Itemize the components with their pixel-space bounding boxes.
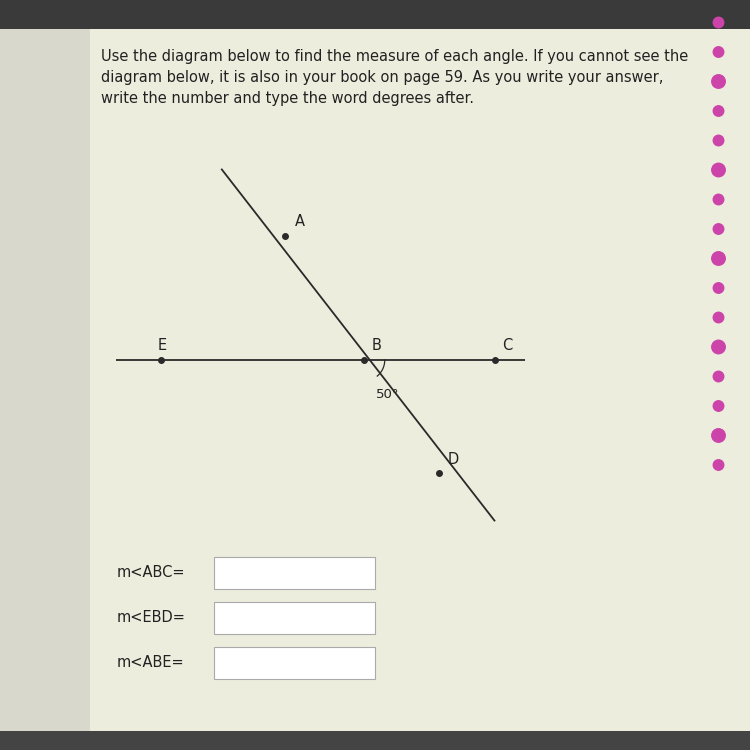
Text: 50°: 50°	[376, 388, 399, 401]
Circle shape	[713, 460, 724, 470]
Text: m<ABC=: m<ABC=	[116, 566, 184, 580]
Circle shape	[713, 194, 724, 205]
Text: Use the diagram below to find the measure of each angle. If you cannot see the
d: Use the diagram below to find the measur…	[101, 49, 688, 106]
Circle shape	[713, 46, 724, 57]
Circle shape	[713, 283, 724, 293]
Circle shape	[712, 429, 725, 442]
Text: ■ ccsdschools.instructure.com: ■ ccsdschools.instructure.com	[315, 9, 488, 20]
Text: C: C	[503, 338, 513, 352]
Text: A: A	[295, 214, 304, 229]
Text: m<ABE=: m<ABE=	[116, 656, 184, 670]
Text: m<EBD=: m<EBD=	[116, 610, 185, 626]
Circle shape	[713, 135, 724, 146]
Circle shape	[713, 106, 724, 116]
Circle shape	[713, 371, 724, 382]
Circle shape	[712, 340, 725, 354]
Circle shape	[713, 312, 724, 322]
FancyBboxPatch shape	[0, 0, 750, 28]
Circle shape	[712, 252, 725, 266]
Circle shape	[713, 17, 724, 28]
Circle shape	[713, 400, 724, 411]
FancyBboxPatch shape	[0, 731, 750, 750]
FancyBboxPatch shape	[0, 0, 90, 750]
Text: B: B	[371, 338, 381, 352]
Text: E: E	[158, 338, 166, 352]
Text: D: D	[448, 452, 459, 466]
Circle shape	[712, 75, 725, 88]
FancyBboxPatch shape	[214, 556, 375, 589]
FancyBboxPatch shape	[214, 602, 375, 634]
Circle shape	[713, 224, 724, 234]
FancyBboxPatch shape	[214, 646, 375, 679]
Circle shape	[712, 164, 725, 177]
